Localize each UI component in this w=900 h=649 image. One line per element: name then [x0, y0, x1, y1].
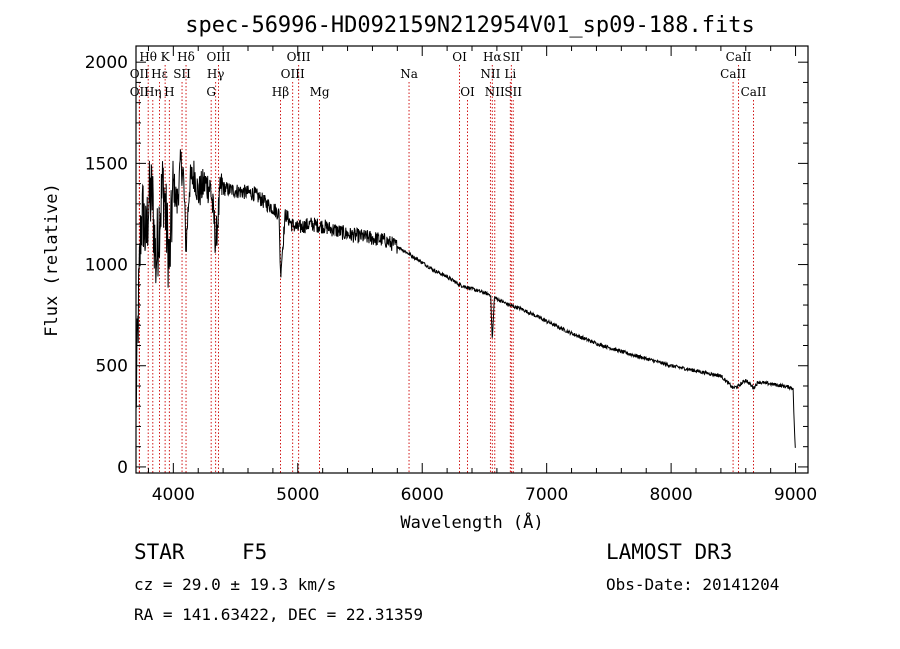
spectral-line-label: Li: [504, 67, 516, 81]
observation-date: Obs-Date: 20141204: [606, 575, 779, 594]
x-tick-label: 7000: [525, 485, 568, 505]
y-tick-label: 0: [117, 458, 128, 478]
y-tick-label: 2000: [85, 53, 128, 73]
x-tick-label: 8000: [649, 485, 692, 505]
spectral-line-label: Hδ: [177, 50, 195, 64]
spectral-line-markers: [138, 65, 754, 473]
spectral-line-label: K: [161, 50, 171, 64]
spectral-line-label: Na: [400, 67, 418, 81]
x-tick-label: 4000: [152, 485, 195, 505]
object-class: STAR: [134, 540, 185, 564]
redshift-cz: cz = 29.0 ± 19.3 km/s: [134, 575, 336, 594]
spectral-line-label: Mg: [310, 85, 330, 99]
spectral-line-label: NII: [485, 85, 505, 99]
spectral-line-label: Hβ: [272, 85, 289, 99]
spectral-line-label: CaII: [726, 50, 752, 64]
spectral-line-label: Hε: [151, 67, 168, 81]
spectral-line-label: SII: [504, 85, 522, 99]
survey-name: LAMOST DR3: [606, 540, 732, 564]
spectral-line-label: CaII: [741, 85, 767, 99]
spectral-line-label: CaII: [720, 67, 746, 81]
spectral-line-label: Hθ: [139, 50, 157, 64]
spectral-line-label: OIII: [287, 50, 311, 64]
spectral-line-label: OI: [452, 50, 467, 64]
spectral-line-label: Hα: [483, 50, 502, 64]
spectrum-series: [135, 149, 796, 448]
spectral-line-label: H: [164, 85, 174, 99]
x-tick-label: 6000: [401, 485, 444, 505]
spectral-line-label: NII: [480, 67, 500, 81]
y-axis-label: Flux (relative): [42, 183, 62, 337]
spectral-line-label: Hγ: [207, 67, 225, 81]
y-tick-label: 1500: [85, 154, 128, 174]
spectral-line-label: SII: [173, 67, 191, 81]
x-axis-ticks: 4000 5000 6000 7000 8000 9000: [147, 46, 817, 505]
spectral-line-label: OII: [130, 85, 150, 99]
y-tick-label: 500: [96, 357, 128, 377]
plot-frame: [135, 45, 809, 474]
ra-dec-coordinates: RA = 141.63422, DEC = 22.31359: [134, 605, 423, 624]
object-subclass: F5: [242, 540, 267, 564]
spectral-line-label: OIII: [281, 67, 305, 81]
y-axis-ticks: 0 500 1000 1500 2000: [85, 53, 808, 478]
spectral-line-label: OI: [460, 85, 475, 99]
x-axis-label: Wavelength (Å): [400, 511, 543, 533]
x-tick-label: 9000: [774, 485, 817, 505]
chart-title: spec-56996-HD092159N212954V01_sp09-188.f…: [185, 13, 755, 38]
y-tick-label: 1000: [85, 256, 128, 276]
spectral-line-label: G: [206, 85, 216, 99]
spectral-line-label: OIII: [206, 50, 230, 64]
spectral-line-label: OII: [130, 67, 150, 81]
spectral-line-labels: Hθ OII OII K Hε Hη SII H Hδ OIII Hγ G Hβ OIII OIII Mg Na…: [130, 50, 767, 99]
x-tick-label: 5000: [276, 485, 319, 505]
spectrum-line: [135, 149, 796, 448]
spectral-line-label: SII: [502, 50, 520, 64]
spectral-line-label: Hη: [144, 85, 162, 99]
